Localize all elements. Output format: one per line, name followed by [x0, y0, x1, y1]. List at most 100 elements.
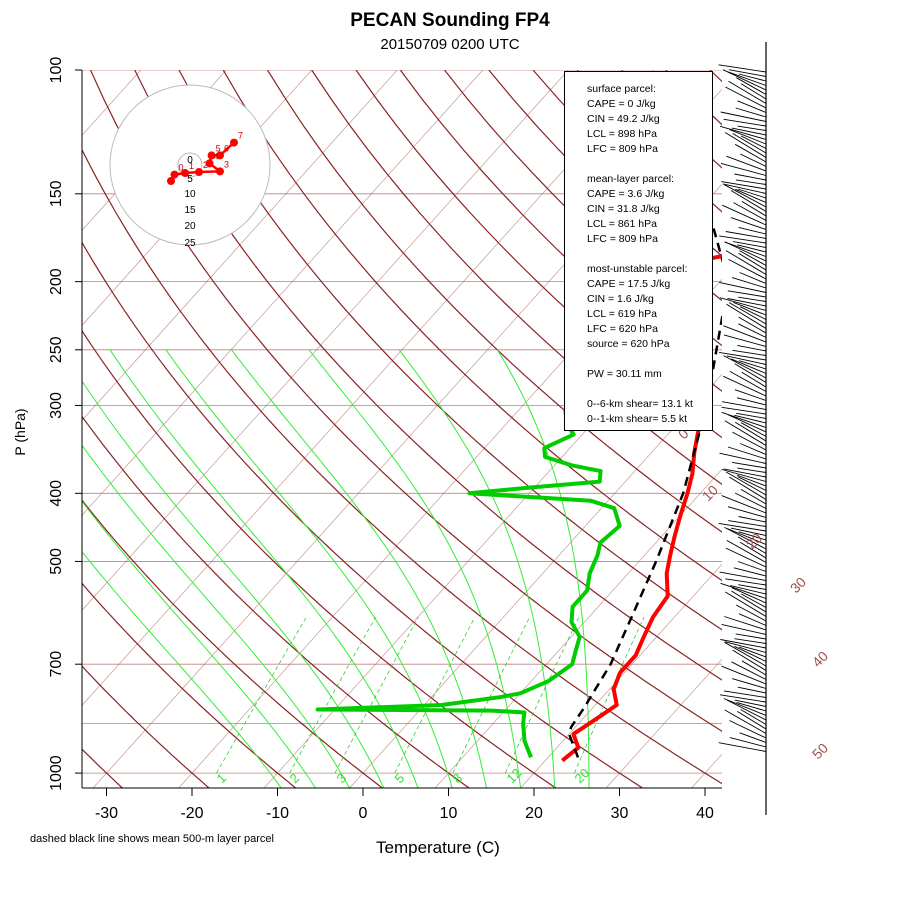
wind-barb — [733, 567, 767, 577]
hodograph-height-label: 4 — [214, 151, 219, 161]
wind-barb — [723, 118, 767, 127]
wind-barb — [738, 584, 767, 590]
wind-barb — [724, 709, 767, 734]
wind-barb — [740, 135, 767, 149]
wind-barb — [727, 506, 767, 518]
wind-barb — [736, 412, 767, 419]
wind-barb — [726, 155, 767, 172]
wind-barb — [725, 471, 767, 496]
wind-barb — [725, 86, 767, 109]
mixing-ratio-label: 12 — [504, 765, 525, 786]
wind-barb — [734, 143, 767, 163]
wind-barb — [728, 71, 767, 86]
wind-barb — [734, 363, 767, 383]
wind-barb — [718, 64, 767, 73]
isotherm-label: 10 — [699, 482, 721, 504]
wind-barb — [725, 231, 767, 239]
wind-barb — [728, 69, 767, 77]
wind-barb — [739, 250, 767, 266]
dry-adiabat — [222, 70, 722, 582]
wind-barb — [722, 183, 767, 194]
isotherm-line — [82, 70, 655, 706]
wind-barb — [721, 623, 767, 635]
wind-barb — [727, 290, 767, 298]
wind-barb — [740, 489, 767, 505]
dry-adiabat — [82, 148, 722, 785]
hodograph-ring-label: 0 — [187, 155, 193, 166]
wind-barb — [737, 536, 767, 554]
wind-barb — [732, 649, 767, 671]
mixing-ratio-line — [452, 616, 531, 774]
wind-barb — [737, 125, 767, 131]
wind-barb — [735, 179, 767, 185]
mixing-ratio-line — [574, 616, 645, 774]
wind-barb — [739, 360, 767, 370]
moist-adiabat — [82, 444, 351, 788]
stats-line: CIN = 31.8 J/kg — [587, 203, 660, 215]
wind-barb — [734, 638, 767, 644]
isotherm-line — [777, 70, 900, 788]
wind-barb — [720, 694, 767, 703]
chart-title: PECAN Sounding FP4 — [350, 10, 550, 31]
hodograph-point — [216, 167, 224, 176]
wind-barb — [723, 690, 767, 698]
wind-barb — [724, 420, 767, 446]
wind-barb — [732, 461, 767, 469]
moist-adiabat — [231, 349, 487, 788]
wind-barb — [738, 613, 767, 626]
wind-barb — [738, 296, 767, 302]
stats-line — [587, 247, 712, 262]
wind-barb — [738, 646, 767, 658]
wind-barb — [741, 593, 767, 608]
stats-line: CAPE = 3.6 J/kg — [587, 188, 665, 200]
parcel-stats-box: surface parcel: CAPE = 0 J/kg CIN = 49.2 J… — [564, 71, 713, 431]
wind-barb — [720, 582, 767, 599]
x-tick-label: 20 — [525, 805, 543, 822]
hodograph-point — [216, 151, 224, 160]
hodograph-ring-label: 5 — [187, 174, 193, 185]
wind-barb — [727, 446, 767, 460]
wind-barb — [738, 252, 767, 271]
footnote: dashed black line shows mean 500-m layer… — [30, 833, 274, 845]
stats-line: surface parcel: — [587, 83, 656, 95]
wind-barb — [728, 259, 767, 280]
isotherm-label: 30 — [787, 574, 809, 596]
isotherm-line — [82, 70, 398, 421]
mixing-ratio-line — [334, 616, 419, 774]
wind-barb — [722, 401, 767, 410]
wind-barb — [731, 587, 767, 604]
wind-barb — [720, 162, 767, 176]
wind-barb — [738, 323, 767, 338]
wind-barb — [735, 188, 767, 203]
dry-adiabat — [754, 70, 900, 788]
wind-barb — [736, 77, 767, 95]
wind-barb — [728, 302, 767, 325]
stats-line — [587, 157, 712, 172]
moist-adiabat — [82, 551, 282, 788]
wind-barb — [737, 686, 767, 694]
wind-barb — [732, 133, 767, 154]
wind-barb — [731, 127, 767, 136]
wind-barb — [721, 469, 767, 482]
wind-barb — [731, 590, 767, 613]
wind-barb — [741, 201, 767, 217]
dry-adiabat — [82, 582, 297, 788]
hodograph-height-label: 3 — [224, 159, 229, 169]
wind-barb — [737, 344, 767, 352]
wind-barb — [729, 720, 767, 739]
series-mean-layer-parcel — [567, 84, 722, 758]
x-tick-label: 10 — [440, 805, 458, 822]
hodograph-ring-label: 25 — [184, 238, 196, 249]
wind-barb — [741, 660, 767, 676]
stats-line: LCL = 898 hPa — [587, 128, 657, 140]
isotherm-line — [863, 70, 900, 788]
wind-barb — [739, 541, 767, 559]
wind-barb — [727, 298, 767, 307]
hodograph-point — [207, 151, 216, 160]
wind-barb — [732, 431, 767, 451]
wind-barb — [724, 132, 767, 158]
dry-adiabat — [82, 415, 470, 788]
